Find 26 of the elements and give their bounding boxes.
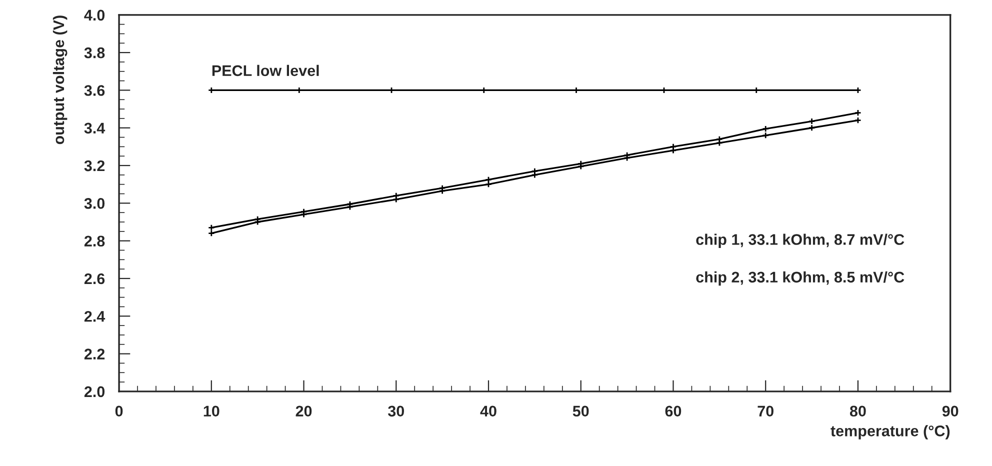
y-axis-title: output voltage (V) [52, 16, 68, 144]
y-tick-label: 2.0 [84, 386, 105, 398]
x-tick-label: 40 [480, 406, 496, 417]
x-tick-label: 20 [296, 406, 312, 417]
x-tick-label: 50 [572, 406, 589, 417]
x-tick-label: 0 [115, 406, 123, 417]
y-tick-label: 3.8 [84, 47, 105, 58]
x-tick-label: 70 [758, 406, 774, 417]
y-tick-label: 4.0 [84, 10, 105, 21]
annotation: chip 1, 33.1 kOhm, 8.7 mV/°C [696, 234, 904, 248]
x-tick-label: 10 [204, 406, 220, 417]
annotation: PECL low level [212, 64, 319, 76]
y-tick-label: 3.0 [84, 198, 105, 209]
y-tick-label: 3.2 [84, 160, 105, 172]
y-tick-label: 2.8 [84, 236, 105, 247]
x-tick-label: 80 [850, 406, 866, 417]
x-tick-label: 30 [388, 406, 404, 417]
y-tick-label: 2.4 [84, 311, 106, 322]
x-axis-title: temperature (°C) [830, 425, 950, 440]
y-tick-label: 2.2 [84, 348, 105, 360]
y-tick-label: 3.6 [84, 85, 105, 96]
y-tick-label: 3.4 [84, 122, 106, 134]
y-tick-label: 2.6 [84, 273, 105, 284]
x-tick-label: 60 [665, 406, 682, 417]
x-tick-label: 90 [942, 406, 958, 417]
annotation: chip 2, 33.1 kOhm, 8.5 mV/°C [696, 271, 904, 286]
